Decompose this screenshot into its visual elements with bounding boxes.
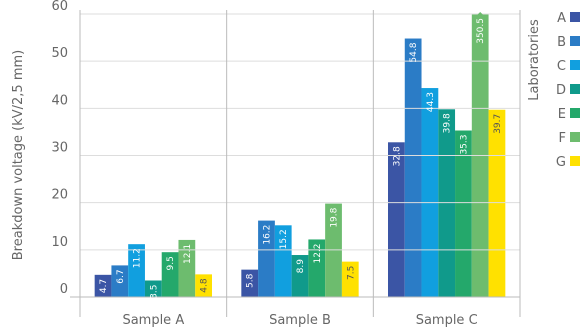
bar — [161, 252, 179, 297]
bar — [308, 239, 326, 297]
legend-label: A — [557, 11, 566, 26]
y-tick-label: 50 — [51, 46, 68, 61]
value-label: 8.9 — [296, 259, 306, 274]
value-label: 16.2 — [262, 225, 272, 245]
legend-label: B — [557, 35, 566, 50]
legend-swatch — [570, 108, 580, 118]
value-label: 3.5 — [149, 284, 159, 298]
value-label: 12.2 — [313, 243, 323, 263]
bar — [94, 274, 112, 297]
bar — [144, 280, 162, 297]
bar — [241, 269, 259, 297]
value-label: 5.8 — [246, 273, 256, 288]
y-tick-label: 10 — [51, 235, 68, 250]
legend-swatch — [570, 36, 580, 46]
legend-label: E — [558, 107, 566, 122]
bar — [178, 239, 196, 297]
value-label: 32.8 — [392, 146, 402, 166]
bar — [421, 88, 439, 297]
bar — [128, 244, 145, 297]
y-tick-label: 0 — [60, 282, 68, 297]
overflow-arrow — [471, 12, 489, 20]
plot-area — [94, 14, 506, 297]
bar — [388, 142, 405, 297]
legend-label: F — [559, 131, 566, 146]
bar — [195, 274, 212, 297]
legend-label: G — [556, 155, 566, 170]
value-label: 4.8 — [200, 278, 210, 293]
value-label: 6.7 — [116, 269, 126, 283]
legend-swatch — [570, 132, 580, 142]
bar — [258, 220, 275, 297]
x-tick-label: Sample A — [122, 313, 184, 328]
value-label: 11.2 — [133, 248, 143, 268]
bar — [404, 38, 422, 297]
value-label: 12.1 — [183, 244, 193, 264]
value-label: 9.5 — [166, 256, 176, 270]
x-tick-label: Sample B — [269, 313, 331, 328]
bar — [274, 225, 292, 297]
legend-swatch — [570, 12, 580, 22]
y-tick-label: 60 — [51, 0, 68, 14]
bar — [341, 261, 359, 297]
value-label: 39.7 — [493, 114, 503, 134]
value-label: 54.8 — [409, 42, 419, 62]
value-label: 19.8 — [330, 207, 340, 227]
y-tick-label: 20 — [51, 188, 68, 203]
y-tick-label: 30 — [51, 141, 68, 156]
value-label: 15.2 — [279, 229, 289, 249]
value-label: 35.3 — [459, 135, 469, 155]
legend-swatch — [570, 84, 580, 94]
value-label: 4.7 — [99, 279, 109, 293]
y-axis-label: Breakdown voltage (kV/2,5 mm) — [11, 50, 26, 260]
value-label: 44.3 — [426, 92, 436, 112]
legend-title: Laboratories — [527, 19, 542, 101]
legend-swatch — [570, 60, 580, 70]
y-tick-label: 40 — [51, 93, 68, 108]
bar — [455, 130, 472, 297]
legend-label: D — [556, 83, 566, 98]
x-tick-label: Sample C — [416, 313, 478, 328]
legend-label: C — [557, 59, 566, 74]
value-label: 350.5 — [476, 18, 486, 44]
value-label: 7.5 — [346, 266, 356, 280]
value-label: 39.8 — [443, 113, 453, 133]
bar — [291, 255, 309, 297]
bar — [111, 265, 129, 297]
bar — [488, 109, 506, 297]
legend-swatch — [570, 156, 580, 166]
